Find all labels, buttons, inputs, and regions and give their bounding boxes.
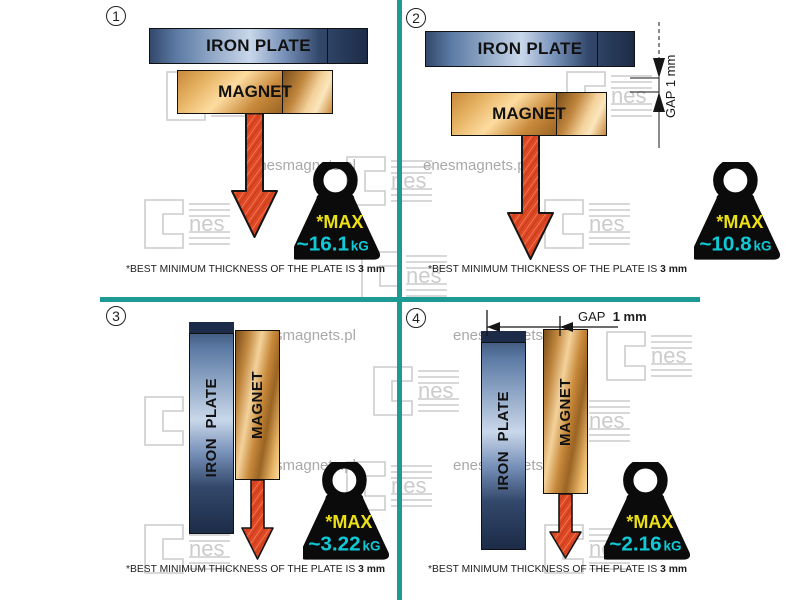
svg-text:nes: nes bbox=[418, 378, 453, 403]
svg-text:nes: nes bbox=[189, 211, 224, 236]
svg-text:*MAX: *MAX bbox=[325, 512, 372, 532]
svg-text:nes: nes bbox=[589, 408, 624, 433]
svg-text:GAP 1 mm: GAP 1 mm bbox=[663, 55, 678, 118]
svg-text:nes: nes bbox=[189, 536, 224, 561]
svg-text:nes: nes bbox=[589, 211, 624, 236]
svg-text:*MAX: *MAX bbox=[716, 212, 763, 232]
svg-text:*MAX: *MAX bbox=[316, 212, 363, 232]
svg-text:nes: nes bbox=[651, 343, 686, 368]
svg-text:*MAX: *MAX bbox=[626, 512, 673, 532]
